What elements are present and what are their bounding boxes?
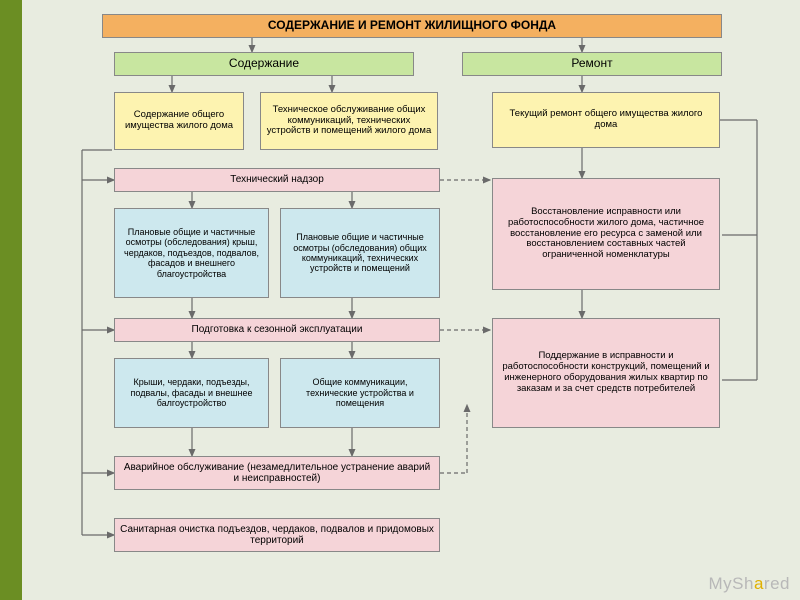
yellow-y2: Техническое обслуживание общих коммуника… <box>260 92 438 150</box>
watermark-accent: a <box>754 574 764 593</box>
watermark-pre: MySh <box>708 574 753 593</box>
diagram-canvas: СОДЕРЖАНИЕ И РЕМОНТ ЖИЛИЩНОГО ФОНДА Соде… <box>22 0 800 600</box>
branch-left: Содержание <box>114 52 414 76</box>
blue-b1: Плановые общие и частичные осмотры (обсл… <box>114 208 269 298</box>
branch-right: Ремонт <box>462 52 722 76</box>
pink-p6: Поддержание в исправности и работоспособ… <box>492 318 720 428</box>
yellow-y3: Текущий ремонт общего имущества жилого д… <box>492 92 720 148</box>
blue-b4: Общие коммуникации, технические устройст… <box>280 358 440 428</box>
pink-p1: Технический надзор <box>114 168 440 192</box>
blue-b2: Плановые общие и частичные осмотры (обсл… <box>280 208 440 298</box>
pink-p3: Аварийное обслуживание (незамедлительное… <box>114 456 440 490</box>
pink-p2: Подготовка к сезонной эксплуатации <box>114 318 440 342</box>
watermark: MyShared <box>708 574 790 594</box>
blue-b3: Крыши, чердаки, подъезды, подвалы, фасад… <box>114 358 269 428</box>
pink-p4: Санитарная очистка подъездов, чердаков, … <box>114 518 440 552</box>
watermark-post: red <box>764 574 790 593</box>
accent-bar <box>0 0 22 600</box>
pink-p5: Восстановление исправности или работоспо… <box>492 178 720 290</box>
yellow-y1: Содержание общего имущества жилого дома <box>114 92 244 150</box>
connectors <box>22 0 800 600</box>
title-box: СОДЕРЖАНИЕ И РЕМОНТ ЖИЛИЩНОГО ФОНДА <box>102 14 722 38</box>
